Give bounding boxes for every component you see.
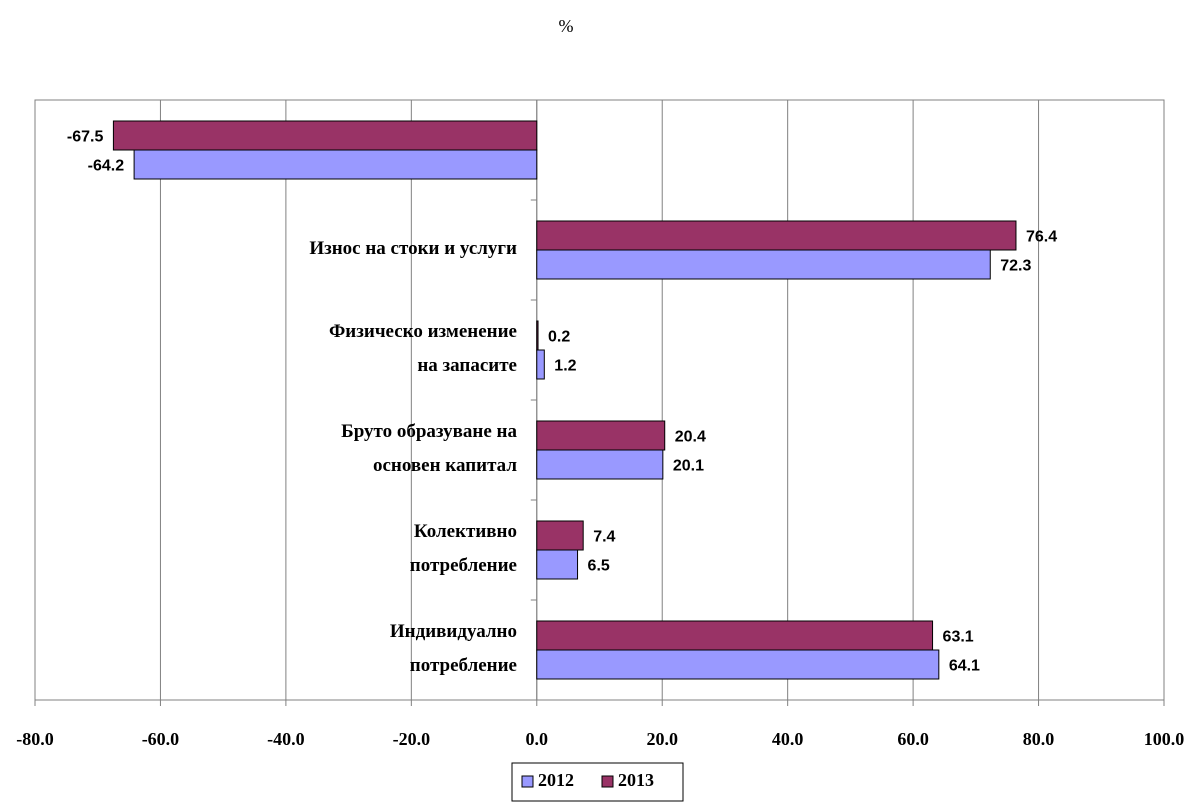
bar	[536, 549, 579, 580]
category-label: Колективно потребление	[410, 521, 517, 576]
x-tick-label: 100.0	[1144, 729, 1185, 749]
category-label: Бруто образуване на основен капитал	[341, 421, 517, 476]
bar	[536, 249, 991, 280]
bar	[536, 449, 664, 480]
value-label: 1.2	[554, 358, 576, 375]
x-tick-label: 0.0	[526, 729, 549, 749]
legend-box	[511, 762, 684, 802]
value-label: 6.5	[588, 558, 610, 575]
x-tick-label: 20.0	[646, 729, 678, 749]
legend-swatch	[521, 775, 534, 788]
value-label: -64.2	[88, 158, 125, 175]
bar	[536, 620, 934, 651]
bar	[112, 120, 538, 151]
bar	[536, 349, 545, 380]
chart-title: %	[559, 16, 574, 36]
value-label: 63.1	[943, 629, 974, 646]
x-tick-label: -40.0	[267, 729, 305, 749]
category-label: Индивидуално потребление	[390, 621, 517, 676]
x-tick-label: 60.0	[897, 729, 929, 749]
value-label: 20.1	[673, 458, 704, 475]
legend-label: 2013	[618, 770, 654, 790]
value-label: 64.1	[949, 658, 980, 675]
bar	[536, 520, 584, 551]
value-label: 76.4	[1026, 229, 1057, 246]
bar	[536, 420, 666, 451]
x-tick-label: -20.0	[393, 729, 431, 749]
legend-label: 2012	[538, 770, 574, 790]
plot-border	[34, 99, 1165, 701]
bar	[133, 149, 538, 180]
value-label: -67.5	[67, 129, 104, 146]
value-label: 72.3	[1000, 258, 1031, 275]
x-tick-label: -60.0	[142, 729, 180, 749]
x-tick-label: 40.0	[772, 729, 804, 749]
x-tick-label: 80.0	[1023, 729, 1055, 749]
value-label: 20.4	[675, 429, 706, 446]
bar	[536, 220, 1017, 251]
bar	[536, 320, 539, 351]
category-label: Износ на стоки и услуги	[309, 238, 517, 259]
legend-swatch	[601, 775, 614, 788]
bar	[536, 649, 940, 680]
legend: 2012 2013	[511, 762, 684, 802]
category-label: Физическо изменение на запасите	[329, 321, 517, 376]
x-tick-label: -80.0	[16, 729, 54, 749]
value-label: 0.2	[548, 329, 570, 346]
value-label: 7.4	[593, 529, 615, 546]
